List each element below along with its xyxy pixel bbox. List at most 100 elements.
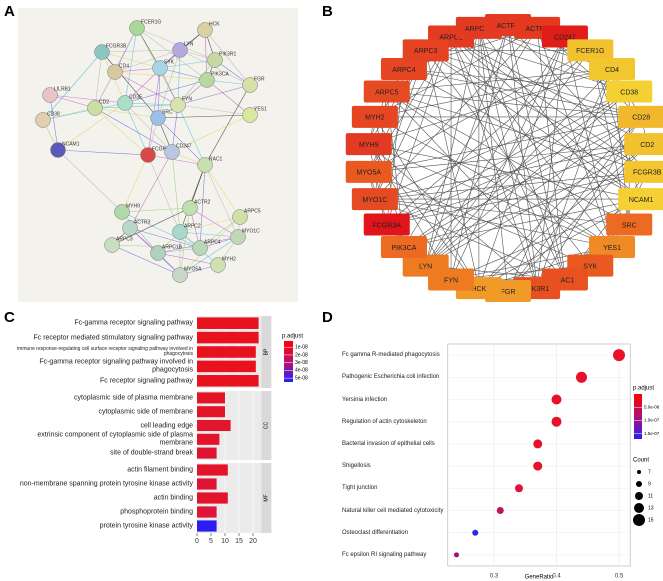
network-edge	[368, 171, 591, 266]
node-label: PIK3R1	[525, 286, 549, 293]
network-edge	[171, 151, 181, 233]
bar-category-label: site of double-strand break	[110, 449, 193, 457]
network-node	[207, 52, 223, 68]
network-node	[210, 257, 226, 273]
network-edge	[111, 207, 191, 246]
bar	[197, 492, 228, 504]
network-edge	[204, 164, 239, 238]
network-edge	[374, 27, 538, 200]
node-label: FCGR3B	[106, 43, 127, 49]
bar	[197, 520, 217, 532]
x-tick-label: 20	[249, 538, 257, 545]
network-edge	[199, 164, 206, 249]
network-edge	[177, 84, 251, 106]
node-label: ACTR3	[134, 219, 151, 225]
x-tick-label: 10	[221, 538, 229, 545]
network-node	[129, 20, 145, 36]
network-node	[589, 235, 636, 258]
node-label: SYK	[583, 263, 597, 270]
node-label: LILRB1	[54, 86, 71, 92]
y-category-label: Osteoclast differentiation	[342, 529, 408, 536]
network-edge	[507, 24, 648, 173]
network-node	[232, 209, 248, 225]
node-label: YES1	[603, 245, 621, 252]
facet-strip	[261, 463, 272, 533]
node-label: CD38	[620, 89, 638, 96]
x-tick-label: 0.4	[552, 574, 561, 580]
network-edge	[450, 36, 538, 289]
network-node	[345, 160, 392, 183]
network-edge	[478, 143, 648, 289]
node-label: NCAM1	[629, 197, 654, 204]
node-label: ARPC1B	[162, 244, 183, 250]
network-node	[351, 188, 398, 211]
network-node	[624, 133, 663, 156]
node-label: SRC	[622, 222, 637, 229]
network-node	[606, 213, 653, 236]
network-edge	[368, 144, 388, 225]
network-edge	[49, 94, 126, 104]
size-legend-dot	[636, 481, 642, 487]
node-label: SYK	[164, 59, 175, 65]
bar-category-label: Fc-gamma receptor signaling pathway invo…	[39, 359, 193, 374]
network-node	[150, 110, 166, 126]
network-node	[380, 235, 427, 258]
y-category-label: Tight junction	[342, 485, 378, 492]
network-edge	[386, 91, 642, 118]
node-label: RAC1	[209, 156, 223, 162]
network-node	[363, 80, 410, 103]
bar-category-label: cell leading edge	[140, 421, 193, 429]
facet-label: MF	[264, 494, 270, 501]
node-label: NCAM1	[62, 141, 80, 147]
size-legend-dot	[637, 470, 641, 474]
network-edge	[179, 164, 206, 233]
facet-strip	[261, 316, 272, 388]
node-label: MYH9	[126, 203, 140, 209]
network-node	[152, 60, 168, 76]
bar-category-label: Fc receptor mediated stimulatory signali…	[33, 333, 193, 341]
network-node	[94, 44, 110, 60]
dot	[472, 529, 479, 536]
network-edge	[536, 68, 613, 289]
network-edge	[159, 59, 216, 69]
network-edge	[179, 216, 241, 276]
node-label: CD2	[99, 99, 109, 105]
network-node	[230, 229, 246, 245]
network-node	[170, 97, 186, 113]
network-edge	[425, 50, 480, 289]
network-edge	[386, 68, 613, 92]
bar	[197, 317, 259, 329]
network-edge	[368, 116, 642, 173]
network-edge	[507, 116, 642, 292]
node-label: MYO5A	[184, 266, 202, 272]
network-node	[140, 147, 156, 163]
network-node	[589, 58, 636, 81]
node-label: CD4	[119, 63, 129, 69]
network-edge	[101, 49, 181, 53]
network-edge	[536, 36, 566, 289]
dot	[533, 439, 543, 449]
network-edge	[374, 198, 613, 248]
network-edge	[386, 116, 642, 225]
network-edge	[507, 24, 566, 280]
node-label: ACTR2	[497, 23, 520, 30]
network-edge	[179, 231, 239, 238]
network-node	[242, 107, 258, 123]
network-node	[172, 42, 188, 58]
node-label: ARPC5	[244, 208, 261, 214]
network-edge	[159, 67, 208, 81]
node-label: PIK3CA	[211, 71, 229, 77]
network-edge	[57, 149, 149, 156]
network-edge	[564, 36, 613, 248]
facet-label: BP	[264, 348, 270, 355]
network-edge	[179, 236, 239, 276]
bar-category-label: extrinsic component of cytoplasmic side …	[37, 431, 193, 447]
network-edge	[450, 246, 613, 280]
network-edge	[386, 50, 591, 225]
x-tick-label: 0	[195, 538, 199, 545]
network-edge	[478, 36, 566, 289]
y-category-label: Natural killer cell mediated cytotoxicit…	[342, 507, 444, 514]
network-edge	[374, 198, 630, 225]
network-node	[345, 133, 392, 156]
